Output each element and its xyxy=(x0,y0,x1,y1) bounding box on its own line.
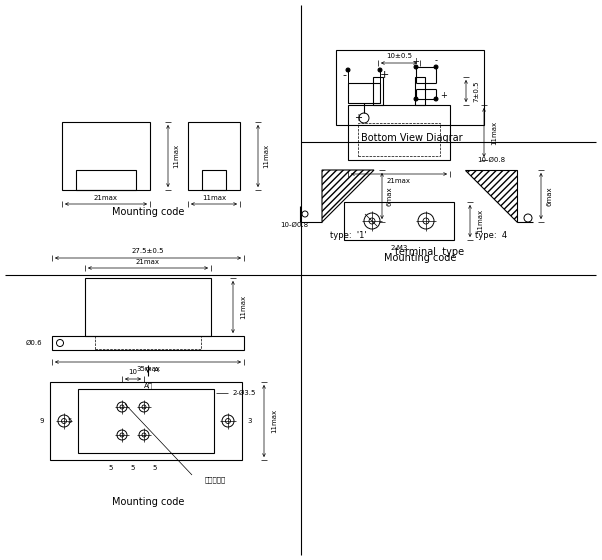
Text: 21max: 21max xyxy=(136,259,160,265)
Bar xyxy=(188,122,240,190)
Text: 6max: 6max xyxy=(387,186,393,206)
Text: 2-Ø3.5: 2-Ø3.5 xyxy=(232,390,256,396)
Text: 6max: 6max xyxy=(546,186,552,206)
Text: 3: 3 xyxy=(248,418,252,424)
Circle shape xyxy=(434,65,438,69)
Text: 10: 10 xyxy=(128,369,137,375)
Text: A向: A向 xyxy=(143,382,152,389)
Bar xyxy=(202,170,226,190)
Bar xyxy=(348,83,380,103)
Text: 21max: 21max xyxy=(94,195,118,201)
Text: 5: 5 xyxy=(131,465,135,471)
Circle shape xyxy=(414,97,418,101)
Text: 11max: 11max xyxy=(202,195,226,201)
Bar xyxy=(76,170,136,190)
Text: terminal  type: terminal type xyxy=(396,247,465,257)
Text: type:  '1': type: '1' xyxy=(330,231,366,240)
Bar xyxy=(415,77,425,105)
Bar xyxy=(358,123,440,156)
Text: 21max: 21max xyxy=(387,178,411,184)
Text: Bottom View Diagrar: Bottom View Diagrar xyxy=(361,133,463,143)
Text: 10-Ø0.8: 10-Ø0.8 xyxy=(477,157,505,163)
Polygon shape xyxy=(465,170,517,222)
Text: 10-Ø0.8: 10-Ø0.8 xyxy=(280,222,308,228)
Text: 11max: 11max xyxy=(271,409,277,433)
Bar xyxy=(62,122,150,190)
Text: Mounting code: Mounting code xyxy=(384,253,456,263)
Text: 11max: 11max xyxy=(240,295,246,319)
Bar xyxy=(373,77,383,105)
Circle shape xyxy=(346,68,350,72)
Text: +: + xyxy=(379,70,389,80)
Text: A: A xyxy=(154,367,159,373)
Text: 7±0.5: 7±0.5 xyxy=(473,80,479,102)
Text: -: - xyxy=(342,70,346,80)
Text: 27.5±0.5: 27.5±0.5 xyxy=(132,248,164,254)
Text: 2-M3: 2-M3 xyxy=(390,245,408,251)
Text: +: + xyxy=(441,91,447,100)
Bar xyxy=(52,336,244,350)
Circle shape xyxy=(434,97,438,101)
Text: +: + xyxy=(412,57,420,66)
Text: -: - xyxy=(435,57,438,66)
Bar xyxy=(50,382,242,460)
Circle shape xyxy=(378,68,382,72)
Text: Mounting code: Mounting code xyxy=(112,497,184,507)
Text: 着色绝缘子: 着色绝缘子 xyxy=(204,477,226,483)
Text: 35max: 35max xyxy=(136,366,160,372)
Text: 5: 5 xyxy=(68,418,72,424)
Text: Mounting code: Mounting code xyxy=(112,207,184,217)
Bar xyxy=(344,202,454,240)
Text: 5: 5 xyxy=(109,465,113,471)
Text: 10±0.5: 10±0.5 xyxy=(386,53,412,59)
Text: +: + xyxy=(354,113,362,123)
Text: 11max: 11max xyxy=(263,144,269,168)
Text: 5: 5 xyxy=(153,465,157,471)
Bar xyxy=(85,278,211,336)
Bar xyxy=(95,336,201,349)
Bar xyxy=(336,50,484,125)
Text: 9: 9 xyxy=(40,418,45,424)
Circle shape xyxy=(414,65,418,69)
Polygon shape xyxy=(322,170,374,222)
Bar xyxy=(78,389,214,453)
Text: Ø0.6: Ø0.6 xyxy=(25,340,42,346)
Text: 11max: 11max xyxy=(477,209,483,233)
Text: 11max: 11max xyxy=(491,120,497,144)
Bar xyxy=(348,105,450,160)
Text: 11max: 11max xyxy=(173,144,179,168)
Text: type:  4: type: 4 xyxy=(475,231,507,240)
